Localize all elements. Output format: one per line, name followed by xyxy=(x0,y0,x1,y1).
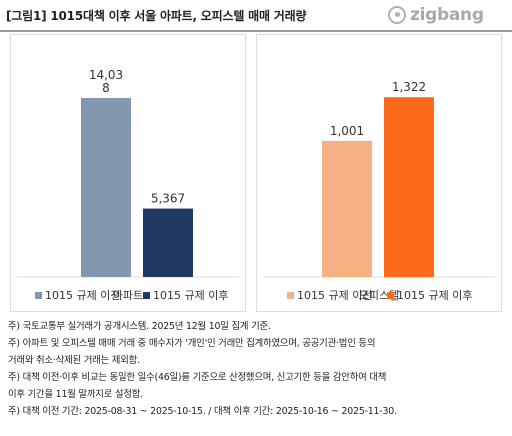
footnote-5: 이후 기간을 11월 말까지로 설정함. xyxy=(8,389,143,400)
officetel-data-label-before: 1,001 xyxy=(330,124,364,138)
officetel-legend-label-after: 1015 규제 이후 xyxy=(397,289,472,302)
apartment-data-label-after: 5,367 xyxy=(151,192,185,206)
apartment-legend-label-after: 1015 규제 이후 xyxy=(153,289,228,302)
figure-title: [그림1] 1015대책 이후 서울 아파트, 오피스텔 매매 거래량 xyxy=(6,9,307,23)
zigbang-logo: zigbang xyxy=(388,3,484,27)
apartment-bar-after xyxy=(143,208,193,277)
apartment-data-label-before: 14,03 xyxy=(89,68,123,82)
apartment-chart-panel: 14,03 8 5,367 아파트 1015 규제 이전 1015 규제 이후 xyxy=(10,34,246,312)
apartment-legend-label-before: 1015 규제 이전 xyxy=(45,289,120,302)
footnote-6: 주) 대책 이전 기간: 2025-08-31 ~ 2025-10-15. / … xyxy=(8,406,397,417)
officetel-bar-before xyxy=(322,140,372,277)
apartment-legend-swatch-after xyxy=(143,292,150,299)
apartment-category-label: 아파트 xyxy=(113,289,143,302)
footnotes: 주) 국토교통부 실거래가 공개시스템. 2025년 12월 10일 집계 기준… xyxy=(8,318,508,420)
footnote-4: 주) 대책 이전·이후 비교는 동일한 일수(46일)를 기준으로 산정했으며,… xyxy=(8,372,387,383)
footnote-3: 거래와 취소·삭제된 거래는 제외함. xyxy=(8,355,140,366)
officetel-legend-swatch-before xyxy=(287,292,294,299)
officetel-chart-panel: 1,001 1,322 오피스텔 1015 규제 이전 1015 규제 이후 xyxy=(256,34,502,312)
zigbang-logo-text: zigbang xyxy=(410,5,484,25)
apartment-bar-before xyxy=(81,98,131,277)
zigbang-logo-icon xyxy=(388,6,406,24)
apartment-legend-swatch-before xyxy=(35,292,42,299)
footnote-1: 주) 국토교통부 실거래가 공개시스템. 2025년 12월 10일 집계 기준… xyxy=(8,321,271,332)
figure-header: [그림1] 1015대책 이후 서울 아파트, 오피스텔 매매 거래량 zigb… xyxy=(0,0,512,32)
officetel-legend-label-before: 1015 규제 이전 xyxy=(297,289,372,302)
apartment-data-label-before: 8 xyxy=(102,81,110,95)
footnote-2: 주) 아파트 및 오피스텔 매매 거래 중 매수자가 '개인'인 거래만 집계하… xyxy=(8,338,376,349)
officetel-data-label-after: 1,322 xyxy=(392,80,426,94)
officetel-legend-swatch-after xyxy=(387,292,394,299)
officetel-bar-after xyxy=(384,97,434,277)
